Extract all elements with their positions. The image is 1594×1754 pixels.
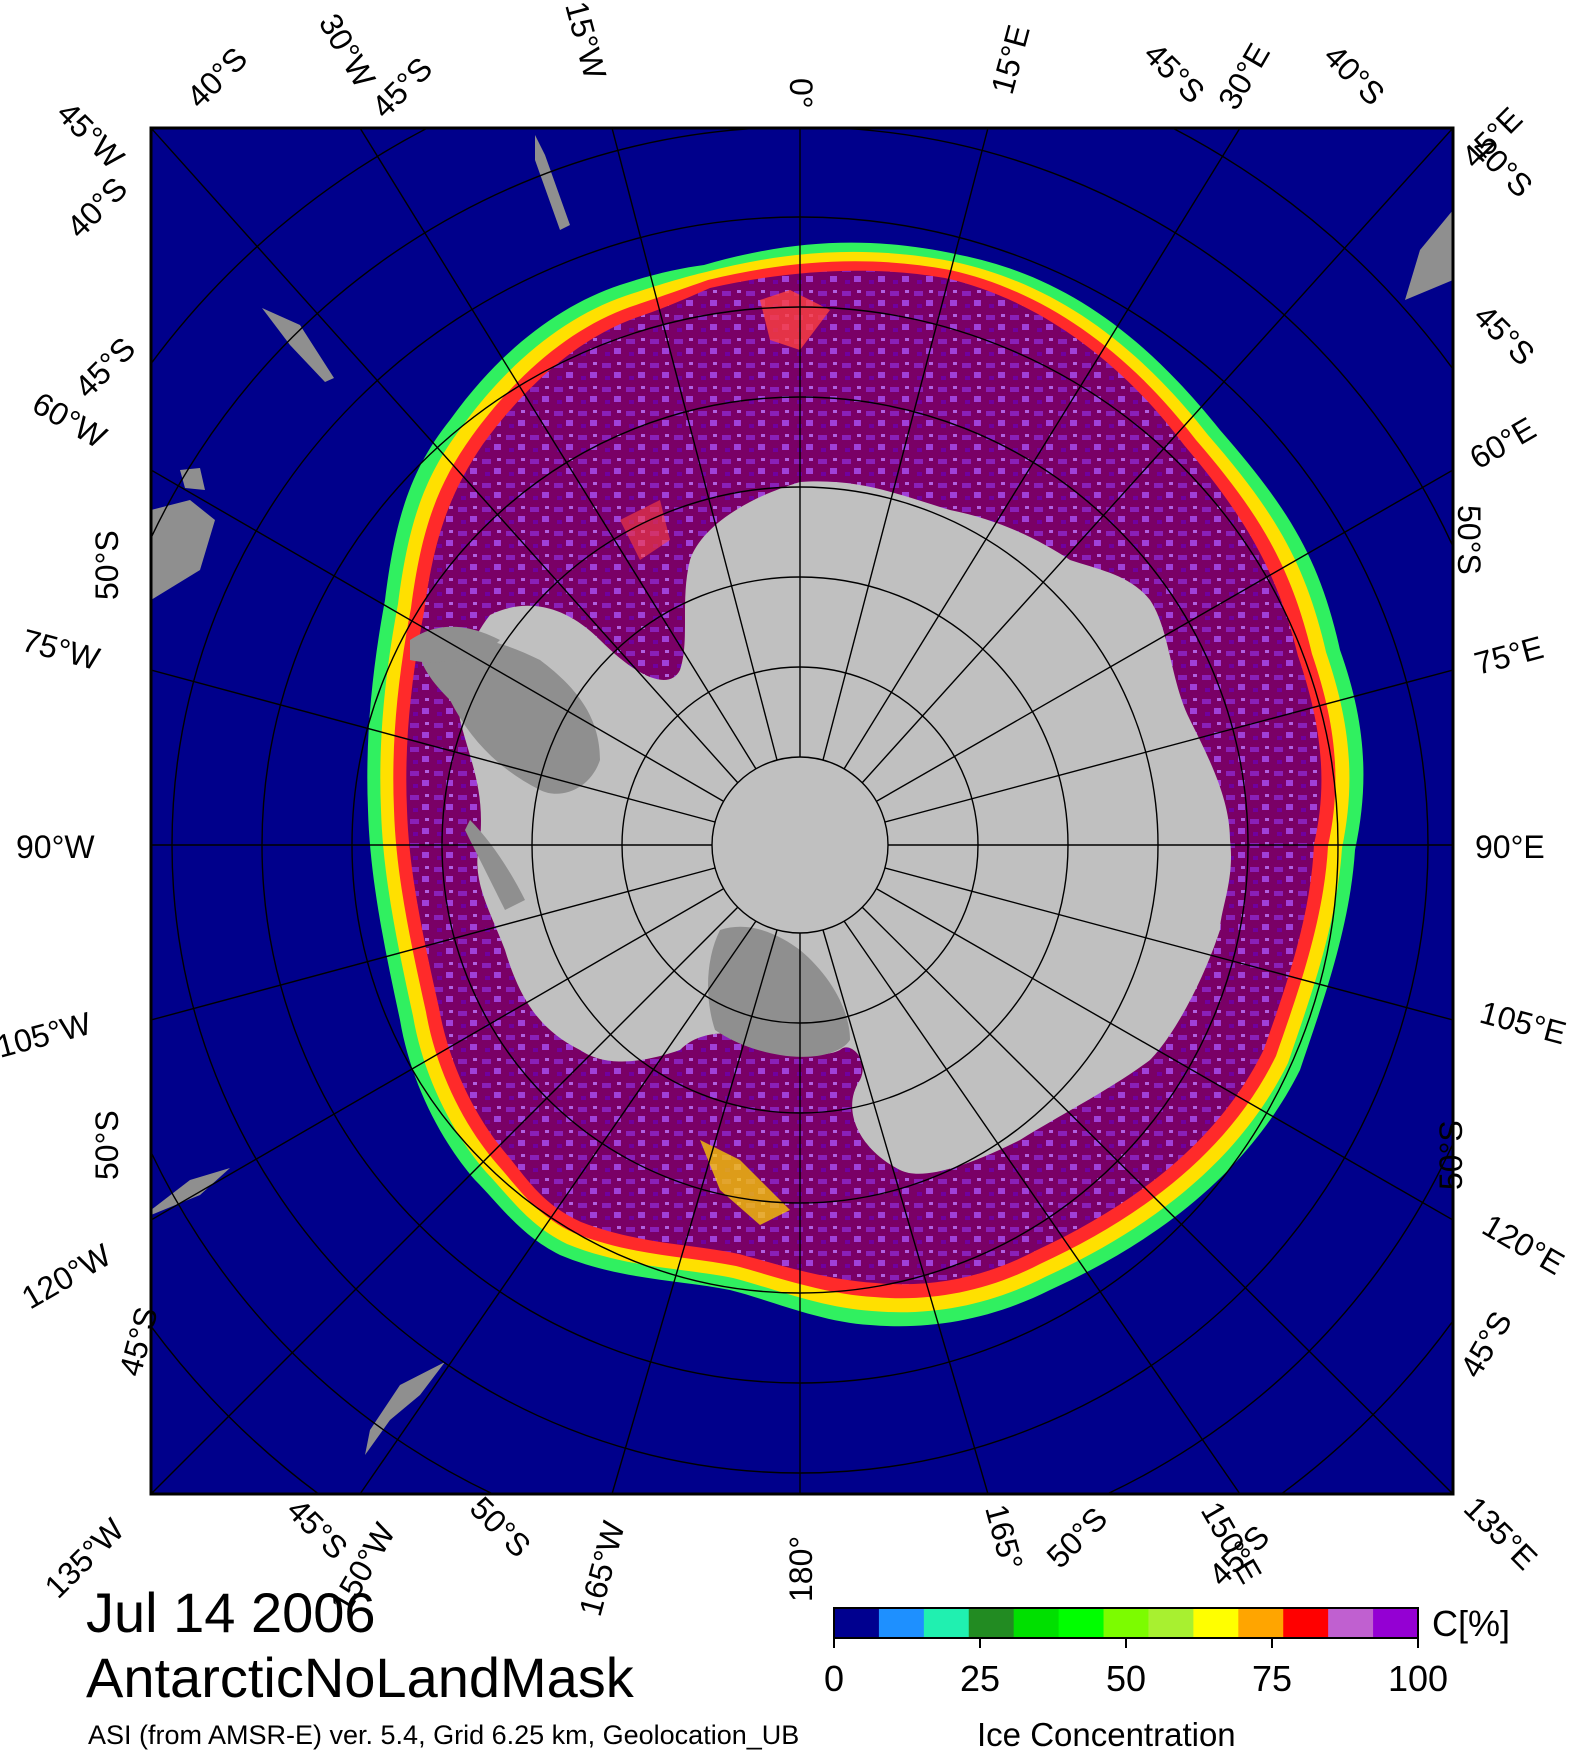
label-left-1: 45°S [67, 330, 142, 405]
colorbar-swatch [1238, 1608, 1284, 1638]
label-top-0: 40°S [179, 40, 254, 115]
label-right-6: 105°E [1476, 994, 1570, 1051]
colorbar-swatch [878, 1608, 925, 1638]
label-right-1: 45°S [1467, 297, 1542, 372]
label-left-5: 90°W [16, 829, 95, 865]
label-top-1: 45°W [50, 94, 132, 176]
antarctica [459, 481, 1232, 1174]
label-left-4: 75°W [18, 622, 104, 677]
land-south-georgia [180, 468, 205, 490]
land-island-3 [1405, 210, 1453, 300]
label-left-7: 50°S [89, 1110, 125, 1180]
ice-streak-weddell [760, 290, 830, 350]
label-top-4: 15°W [558, 0, 613, 83]
label-left-6: 105°W [0, 1005, 96, 1065]
colorbar-tick-label: 75 [1251, 1658, 1293, 1699]
colorbar-tick-label: 50 [1105, 1658, 1147, 1699]
label-left-0: 40°S [59, 170, 134, 245]
colorbar-unit-label: C[%] [1432, 1603, 1511, 1644]
label-right-3: 50°S [1451, 505, 1487, 575]
label-left-8: 120°W [16, 1236, 118, 1316]
label-right-9: 45°S [1453, 1305, 1519, 1383]
colorbar-swatch [1103, 1608, 1149, 1638]
colorbar-swatch [1148, 1608, 1194, 1638]
product-name: AntarcticNoLandMask [86, 1646, 634, 1709]
label-bottom-1: 45°S [280, 1491, 355, 1566]
colorbar-tick-label: 25 [959, 1658, 1001, 1699]
colorbar-swatch [1193, 1608, 1239, 1638]
label-top-3: 45°S [364, 50, 439, 125]
colorbar-swatch [1373, 1608, 1419, 1638]
label-right-4: 75°E [1470, 629, 1547, 682]
label-bottom-7: 50°S [1039, 1500, 1114, 1575]
label-bottom-10: 135°E [1457, 1489, 1544, 1576]
colorbar-swatch [1058, 1608, 1105, 1638]
label-right-7: 50°S [1433, 1120, 1469, 1190]
colorbar-ticks [833, 1638, 1419, 1648]
ice-streak-amundsen [620, 500, 670, 560]
label-bottom-4: 165°W [572, 1517, 632, 1620]
land-new-zealand-1 [151, 1168, 230, 1215]
ice-streak-ross [700, 1140, 790, 1225]
label-bottom-5: 180° [783, 1536, 819, 1602]
colorbar-tick-label: 100 [1387, 1658, 1449, 1699]
colorbar-tick-label: 0 [823, 1658, 845, 1699]
coastal-shelf-west [465, 820, 525, 910]
label-right-5: 90°E [1475, 829, 1545, 865]
weddell-ice-shelf [419, 636, 600, 794]
antarctic-peninsula [410, 626, 500, 663]
map-date: Jul 14 2006 [86, 1581, 376, 1644]
colorbar-swatch [923, 1608, 970, 1638]
land-new-zealand-2 [365, 1362, 445, 1455]
label-right-2: 60°E [1464, 410, 1542, 476]
label-top-2: 30°W [312, 8, 383, 95]
colorbar-swatch [1283, 1608, 1329, 1638]
source-caption: ASI (from AMSR-E) ver. 5.4, Grid 6.25 km… [88, 1720, 800, 1750]
colorbar-swatch [1013, 1608, 1060, 1638]
label-top-8: 30°E [1211, 37, 1277, 115]
label-bottom-6: 165° [978, 1500, 1030, 1573]
colorbar [834, 1608, 1419, 1638]
quantity-caption: Ice Concentration [977, 1716, 1236, 1753]
label-top-9: 40°S [1317, 37, 1392, 112]
colorbar-swatch [968, 1608, 1015, 1638]
label-top-6: 15°E [984, 21, 1037, 98]
label-left-3: 50°S [89, 530, 125, 600]
land-south-america [151, 500, 215, 600]
colorbar-swatch [834, 1608, 880, 1638]
label-bottom-3: 50°S [463, 1489, 538, 1564]
left-labels: 40°S 45°S 60°W 50°S 75°W 90°W 105°W 50°S… [0, 170, 165, 1380]
graticule [151, 128, 1453, 1494]
label-right-8: 120°E [1477, 1207, 1571, 1282]
ross-ice-shelf [708, 926, 850, 1057]
map-frame [149, 126, 1455, 1496]
colorbar-swatch [1328, 1608, 1374, 1638]
land-island-2 [262, 308, 334, 382]
label-top-5: 0° [783, 78, 819, 109]
land-island-1 [535, 135, 570, 230]
label-top-7: 45°S [1137, 35, 1212, 110]
